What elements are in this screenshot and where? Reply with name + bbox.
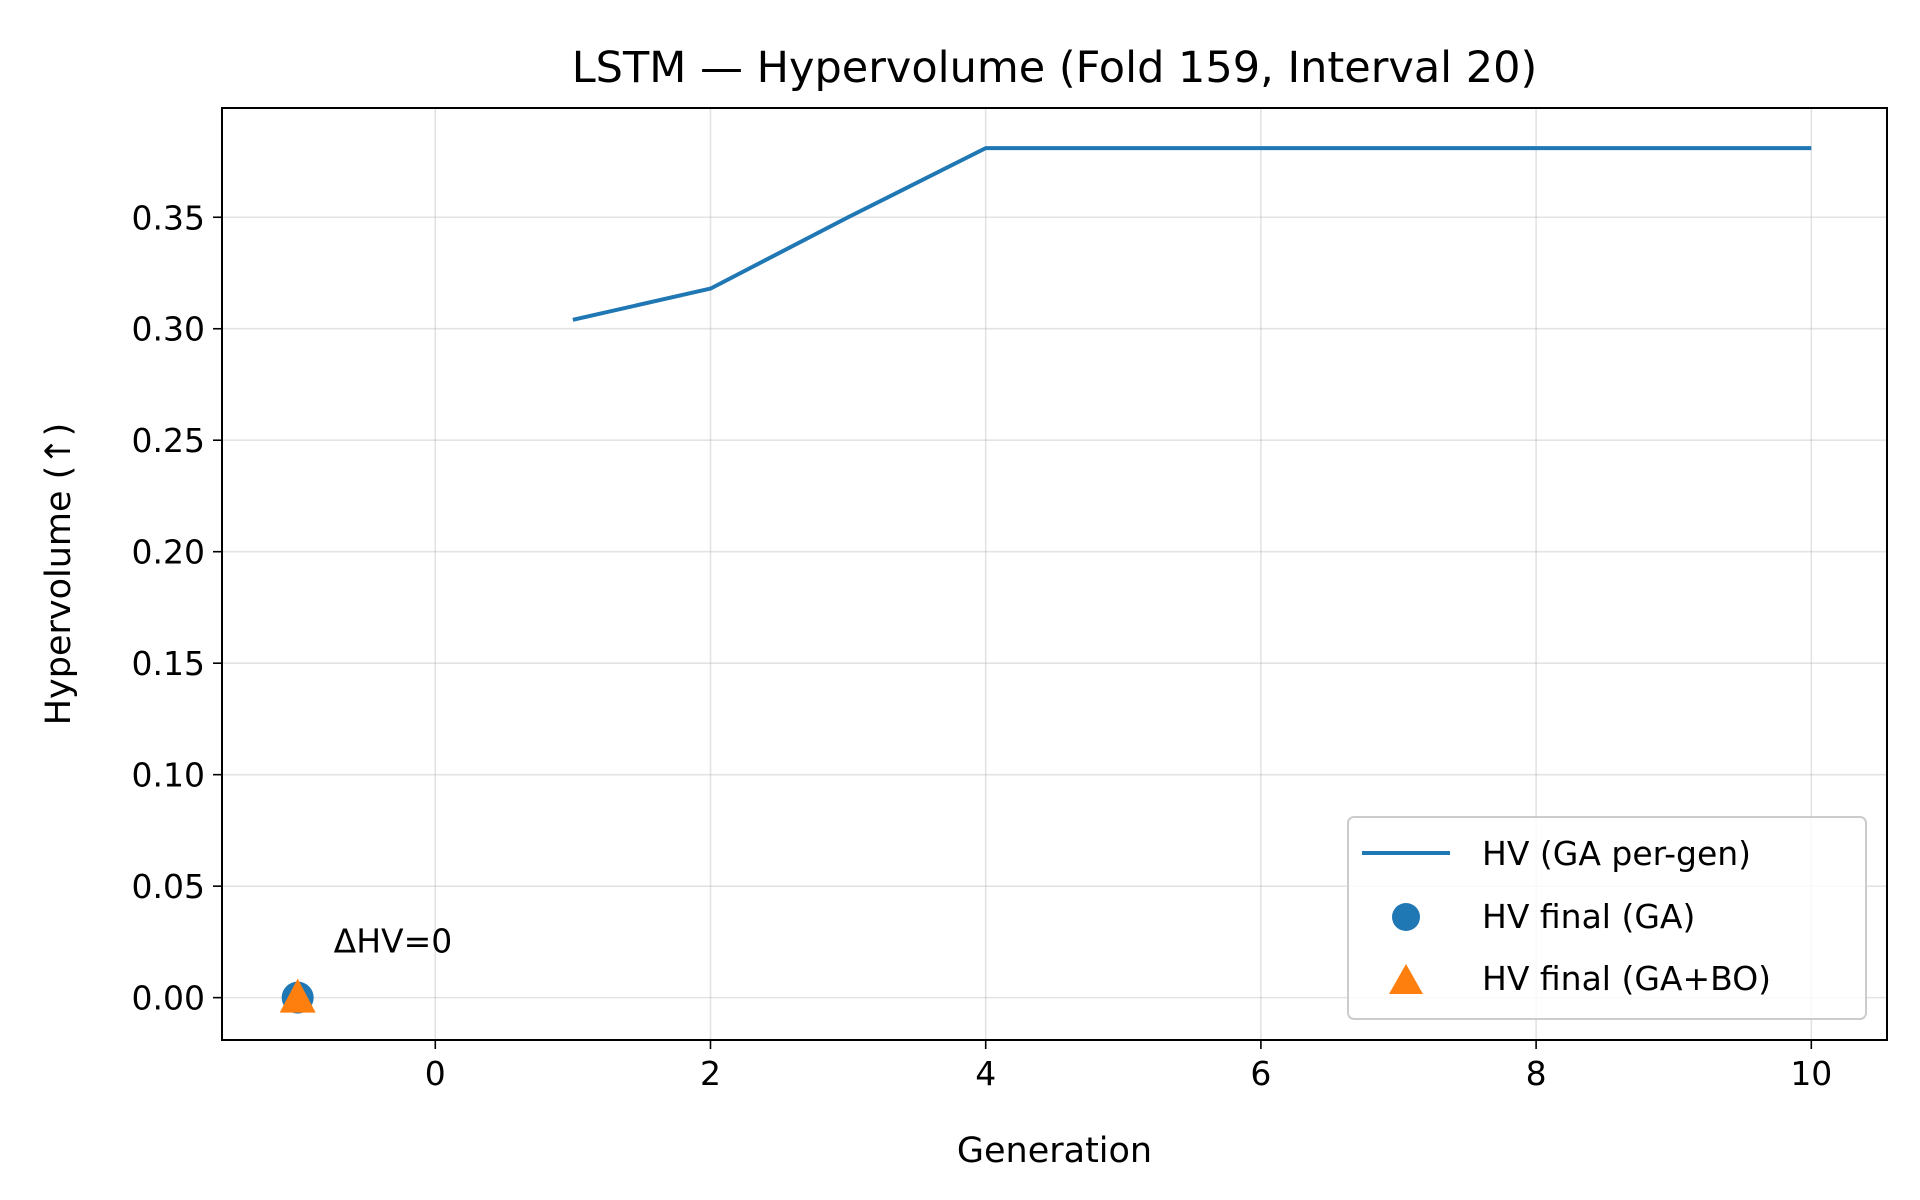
chart-title: LSTM — Hypervolume (Fold 159, Interval 2… (572, 43, 1538, 93)
legend-swatch-triangle (1389, 964, 1423, 994)
plot-frame (221, 107, 1888, 1041)
x-tick-label: 10 (1790, 1054, 1832, 1093)
x-tick-label: 4 (975, 1054, 996, 1093)
delta-hv-annotation: ΔHV=0 (334, 922, 453, 961)
x-tick-label: 2 (700, 1054, 721, 1093)
y-tick-label: 0.20 (132, 533, 205, 572)
grid (222, 108, 1887, 1040)
y-axis-ticks: 0.00 0.05 0.10 0.15 0.20 0.25 0.30 0.35 (132, 198, 222, 1018)
y-tick-label: 0.10 (132, 756, 205, 795)
legend-swatch-circle (1392, 903, 1420, 931)
x-tick-label: 6 (1250, 1054, 1271, 1093)
y-tick-label: 0.35 (132, 198, 205, 237)
legend-box (1347, 816, 1867, 1020)
legend: HV (GA per-gen) HV final (GA) HV final (… (1347, 816, 1867, 1020)
x-axis-label: Generation (957, 1131, 1152, 1171)
point-hv-final-ga-bo (279, 978, 316, 1013)
y-tick-label: 0.00 (132, 979, 205, 1018)
y-tick-label: 0.15 (132, 644, 205, 683)
x-tick-label: 0 (425, 1054, 446, 1093)
legend-label-hv-final-ga-bo: HV final (GA+BO) (1482, 959, 1771, 998)
y-tick-label: 0.30 (132, 310, 205, 349)
series-line-ga-per-gen (572, 146, 1812, 322)
x-axis-ticks: 0 2 4 6 8 10 (425, 1040, 1832, 1093)
y-tick-label: 0.05 (132, 867, 205, 906)
legend-label-hv-final-ga: HV final (GA) (1482, 897, 1695, 936)
series-layer (279, 146, 1812, 1014)
x-tick-label: 8 (1526, 1054, 1547, 1093)
legend-label-ga-per-gen: HV (GA per-gen) (1482, 834, 1751, 873)
y-tick-label: 0.25 (132, 421, 205, 460)
y-axis-label: Hypervolume (↑) (39, 423, 79, 726)
